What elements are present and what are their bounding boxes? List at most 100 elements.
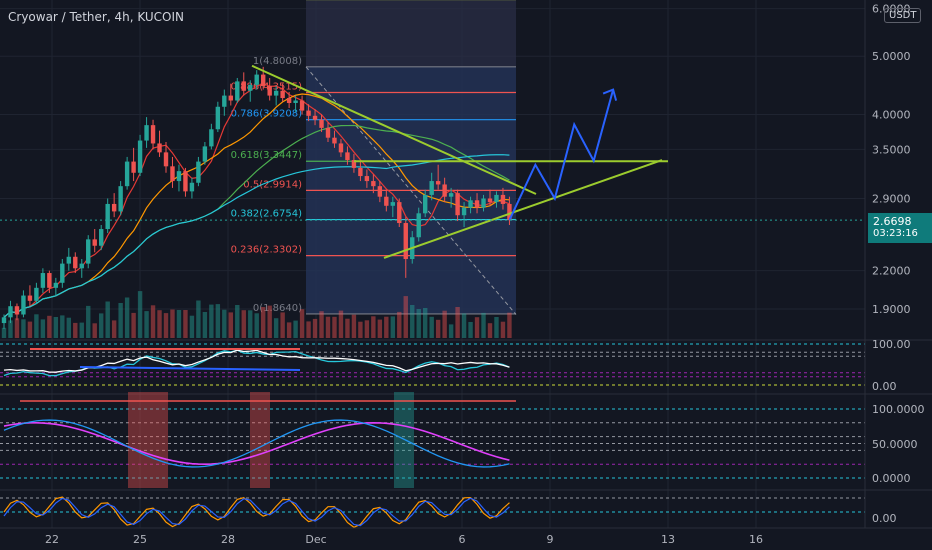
volume-bar (435, 319, 441, 338)
indicator-tick-label: 100.0000 (872, 403, 925, 416)
volume-bar (377, 319, 383, 338)
candle-body (8, 306, 13, 318)
volume-bars (1, 291, 512, 338)
volume-bar (487, 323, 493, 338)
volume-bar (196, 300, 201, 338)
volume-bar (254, 313, 259, 338)
volume-bar (176, 310, 182, 338)
volume-bar (73, 322, 78, 338)
price-tick-label: 1.9000 (872, 303, 911, 316)
volume-bar (293, 320, 298, 338)
indicator-panes (0, 339, 932, 528)
candle-body (1, 317, 7, 324)
fib-zone (306, 0, 516, 314)
volume-bar (163, 313, 169, 338)
trend-drawings[interactable] (0, 64, 865, 259)
fib-trend-dashed (305, 66, 517, 315)
currency-badge[interactable]: USDT (884, 8, 922, 23)
volume-bar (27, 321, 33, 338)
volume-bar (8, 320, 13, 338)
candle-body (248, 84, 253, 91)
time-tick-label: 25 (133, 533, 147, 546)
candle-body (293, 100, 298, 103)
candles (1, 66, 512, 329)
volume-bar (79, 322, 84, 338)
candle-body (235, 81, 240, 101)
time-tick-label: 28 (221, 533, 235, 546)
volume-bar (40, 319, 46, 338)
candle-body (53, 282, 59, 288)
projection-path (508, 89, 615, 221)
indicator-tick-label: 50.0000 (872, 438, 918, 451)
candle-body (312, 115, 318, 120)
volume-bar (60, 315, 65, 338)
candle-body (474, 200, 480, 208)
candle-body (455, 193, 460, 216)
volume-bar (241, 310, 246, 338)
candle-body (351, 160, 357, 168)
volume-bar (34, 314, 39, 338)
volume-bar (248, 310, 253, 338)
candle-body (176, 171, 182, 182)
pane3-line (3, 496, 510, 528)
candle-body (189, 182, 195, 192)
volume-bar (345, 318, 350, 338)
fib-level-label: 1(4.8008) (253, 56, 302, 67)
volume-bar (137, 291, 143, 338)
candle-body (273, 90, 279, 96)
volume-bar (468, 322, 473, 338)
price-tick-label: 2.9000 (872, 192, 911, 205)
candle-body (144, 125, 149, 141)
candle-body (99, 229, 104, 246)
candle-body (358, 167, 363, 177)
candle-body (157, 143, 162, 153)
volume-bar (261, 307, 266, 338)
candle-body (183, 171, 188, 192)
pane2-line (3, 422, 510, 465)
ascending-trendline (383, 159, 663, 259)
pane2-highlight-zone (128, 392, 168, 488)
candle-body (14, 306, 20, 315)
symbol-title[interactable]: Cryowar / Tether, 4h, KUCOIN (8, 10, 184, 24)
volume-bar (481, 312, 486, 338)
volume-bar (423, 308, 428, 338)
candle-body (429, 181, 434, 195)
volume-bar (222, 309, 227, 338)
moving-average-line (3, 154, 510, 318)
volume-bar (105, 301, 110, 338)
volume-bar (410, 305, 415, 338)
volume-bar (312, 318, 318, 338)
candle-body (468, 200, 473, 208)
candle-body (299, 100, 305, 111)
volume-bar (14, 318, 20, 338)
pane2-highlight-zone (394, 392, 414, 488)
volume-bar (235, 305, 240, 338)
candle-body (423, 194, 428, 214)
candle-body (215, 106, 221, 130)
volume-bar (455, 307, 460, 338)
candle-body (202, 146, 208, 162)
price-tick-label: 2.2000 (872, 265, 911, 278)
time-tick-label: 22 (45, 533, 59, 546)
volume-bar (267, 305, 272, 338)
candle-body (21, 295, 26, 315)
indicator-tick-label: 0.00 (872, 380, 897, 393)
volume-bar (157, 310, 162, 338)
volume-bar (86, 305, 91, 338)
volume-bar (507, 312, 512, 338)
candle-body (494, 194, 499, 203)
candle-body (487, 198, 493, 203)
volume-bar (183, 310, 188, 338)
fibonacci-retracement[interactable]: 1.272(6.2098)1(4.8008)0.886(4.3515)0.786… (231, 0, 517, 315)
fib-level-label: 0.5(2.9914) (243, 179, 302, 190)
price-tick-label: 6.0000 (872, 3, 911, 16)
candle-body (371, 181, 376, 187)
volume-bar (92, 323, 97, 338)
candle-body (319, 119, 324, 128)
candle-body (209, 129, 214, 147)
candle-body (66, 256, 71, 264)
volume-bar (299, 309, 305, 338)
fib-level-label: 0(1.8640) (253, 303, 302, 314)
volume-bar (442, 310, 447, 338)
